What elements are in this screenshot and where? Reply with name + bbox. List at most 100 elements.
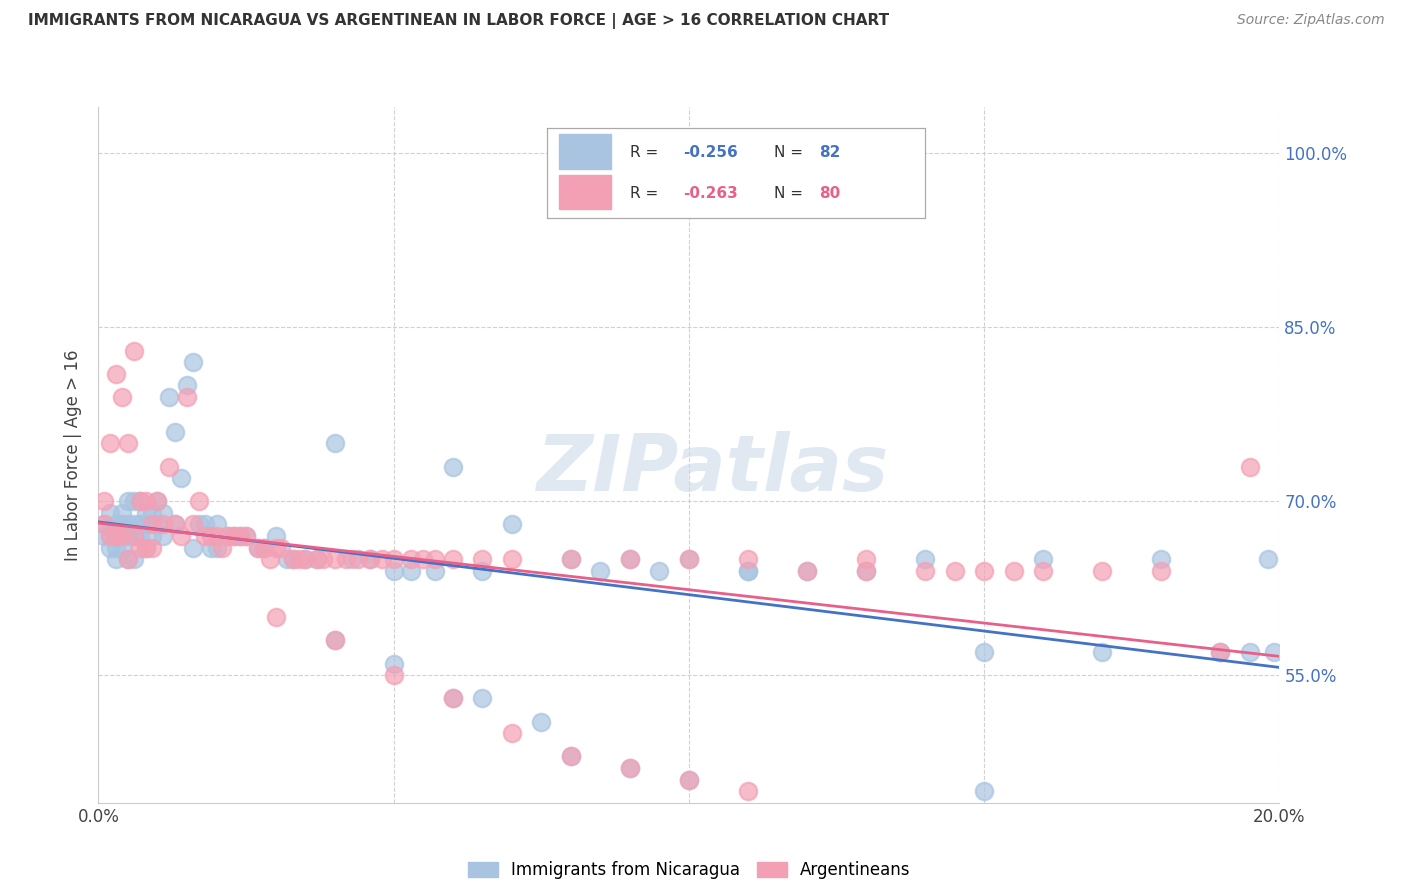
Point xyxy=(1239,459,1261,474)
Point xyxy=(128,494,150,508)
Point xyxy=(560,749,582,764)
Point xyxy=(111,517,134,532)
Point xyxy=(224,529,246,543)
Point xyxy=(283,552,305,566)
Point xyxy=(288,552,311,566)
Point xyxy=(412,552,434,566)
Point xyxy=(973,784,995,798)
Point xyxy=(401,552,423,566)
Point xyxy=(181,517,204,532)
Point xyxy=(560,552,582,566)
Point xyxy=(152,517,174,532)
Point xyxy=(530,714,553,729)
Point xyxy=(371,552,394,566)
Point xyxy=(678,552,700,566)
Point xyxy=(170,471,193,485)
Point xyxy=(441,691,464,706)
Point xyxy=(283,552,305,566)
Point xyxy=(141,517,163,532)
Point xyxy=(441,459,464,474)
Point xyxy=(235,529,257,543)
Point xyxy=(141,541,163,555)
Point xyxy=(441,691,464,706)
Point xyxy=(122,552,145,566)
Point xyxy=(165,517,187,532)
Point xyxy=(128,517,150,532)
Point xyxy=(181,541,204,555)
Point xyxy=(128,529,150,543)
Point xyxy=(1257,552,1279,566)
Point xyxy=(117,552,139,566)
Point xyxy=(312,552,335,566)
Point xyxy=(855,564,877,578)
Point xyxy=(423,552,446,566)
Point xyxy=(146,494,169,508)
Point xyxy=(294,552,316,566)
Point xyxy=(176,390,198,404)
Point xyxy=(217,529,239,543)
Point xyxy=(737,784,759,798)
Point xyxy=(1209,645,1232,659)
Point xyxy=(98,506,121,520)
Point xyxy=(471,564,494,578)
Point xyxy=(1239,645,1261,659)
Point xyxy=(1091,645,1114,659)
Point xyxy=(105,367,128,381)
Point xyxy=(276,552,298,566)
Point xyxy=(152,529,174,543)
Point xyxy=(678,772,700,787)
Point xyxy=(259,552,281,566)
Point xyxy=(165,517,187,532)
Point xyxy=(98,541,121,555)
Text: 80: 80 xyxy=(820,186,841,201)
Point xyxy=(305,552,328,566)
Point xyxy=(181,355,204,369)
Point xyxy=(796,807,818,822)
Point xyxy=(943,564,966,578)
Point xyxy=(796,564,818,578)
Point xyxy=(1150,552,1173,566)
Point xyxy=(135,517,157,532)
Point xyxy=(98,529,121,543)
Point xyxy=(122,494,145,508)
Point xyxy=(382,552,405,566)
Point xyxy=(98,436,121,450)
Point xyxy=(194,517,217,532)
Point xyxy=(246,541,269,555)
Point xyxy=(401,564,423,578)
Point xyxy=(1002,564,1025,578)
Point xyxy=(1091,564,1114,578)
Text: ZIPatlas: ZIPatlas xyxy=(537,431,889,507)
Point xyxy=(305,552,328,566)
Point xyxy=(117,494,139,508)
Point xyxy=(93,529,115,543)
Point xyxy=(194,529,217,543)
Point xyxy=(323,552,346,566)
Point xyxy=(973,564,995,578)
FancyBboxPatch shape xyxy=(558,134,612,169)
Point xyxy=(560,552,582,566)
Point xyxy=(1150,564,1173,578)
Point xyxy=(211,541,233,555)
Point xyxy=(229,529,252,543)
Point xyxy=(246,541,269,555)
Point xyxy=(294,552,316,566)
Point xyxy=(170,529,193,543)
Point xyxy=(229,529,252,543)
Point xyxy=(501,517,523,532)
Point xyxy=(235,529,257,543)
Point xyxy=(146,517,169,532)
Point xyxy=(501,726,523,740)
Point xyxy=(152,506,174,520)
Point xyxy=(323,436,346,450)
Point xyxy=(1032,564,1054,578)
Legend: Immigrants from Nicaragua, Argentineans: Immigrants from Nicaragua, Argentineans xyxy=(460,853,918,888)
Y-axis label: In Labor Force | Age > 16: In Labor Force | Age > 16 xyxy=(65,349,83,561)
Point xyxy=(122,343,145,358)
Text: R =: R = xyxy=(630,186,664,201)
Point xyxy=(141,529,163,543)
Point xyxy=(135,541,157,555)
Point xyxy=(737,564,759,578)
Point xyxy=(93,517,115,532)
Point xyxy=(111,390,134,404)
